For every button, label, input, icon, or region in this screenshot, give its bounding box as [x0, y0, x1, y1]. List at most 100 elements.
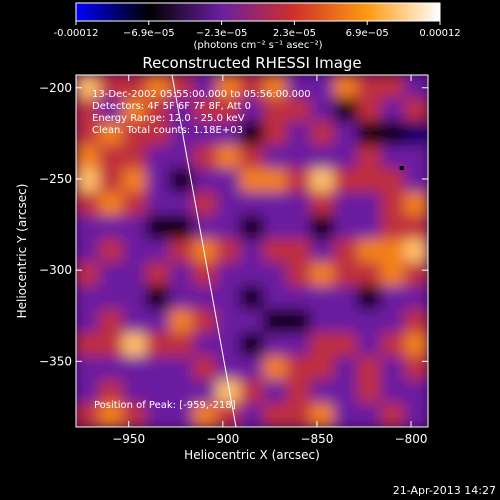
image-cell: [76, 121, 100, 146]
image-cell: [310, 97, 335, 123]
annotation-peak: Position of Peak: [-959,-218]: [94, 400, 236, 411]
image-cell: [216, 215, 241, 240]
image-cell: [357, 238, 382, 264]
image-cell: [310, 144, 335, 170]
image-cell: [76, 215, 100, 240]
image-cell: [122, 215, 147, 240]
image-cell: [333, 121, 359, 146]
image-cell: [380, 144, 406, 170]
image-cell: [286, 215, 312, 240]
image-cell: [145, 75, 171, 99]
image-cell: [286, 121, 312, 146]
image-cell: [98, 379, 124, 405]
image-cell: [404, 309, 428, 334]
image-cell: [192, 309, 218, 334]
image-cell: [216, 238, 241, 264]
image-cell: [333, 215, 359, 240]
image-cell: [333, 403, 359, 427]
image-cell: [216, 121, 241, 146]
image-cell: [310, 191, 335, 217]
image-cell: [286, 144, 312, 170]
image-cell: [216, 356, 241, 381]
image-cell: [357, 332, 382, 358]
image-cell: [145, 97, 171, 123]
image-cell: [76, 238, 100, 264]
image-cell: [333, 191, 359, 217]
image-cell: [263, 309, 288, 334]
image-cell: [357, 379, 382, 405]
colorbar-tick-label: 0.00012: [419, 28, 460, 39]
image-cell: [333, 238, 359, 264]
image-cell: [239, 215, 265, 240]
image-cell: [263, 75, 288, 99]
image-cell: [239, 144, 265, 170]
image-cell: [76, 403, 100, 427]
image-cell: [239, 121, 265, 146]
image-cell: [380, 238, 406, 264]
limb-line: [171, 75, 237, 427]
image-cell: [122, 97, 147, 123]
colorbar-units-label: (photons cm⁻² s⁻¹ asec⁻²): [193, 40, 322, 51]
image-cell: [122, 285, 147, 311]
image-cell: [239, 379, 265, 405]
image-cell: [145, 379, 171, 405]
image-cell: [380, 262, 406, 287]
image-cell: [192, 97, 218, 123]
image-cell: [286, 285, 312, 311]
image-cell: [76, 144, 100, 170]
image-cell: [263, 238, 288, 264]
image-cell: [122, 379, 147, 405]
image-cell: [192, 332, 218, 358]
image-cell: [380, 379, 406, 405]
image-cell: [169, 262, 194, 287]
image-cell: [263, 191, 288, 217]
image-cell: [404, 144, 428, 170]
image-cell: [216, 144, 241, 170]
image-cell: [380, 191, 406, 217]
image-cell: [333, 356, 359, 381]
image-cell: [404, 332, 428, 358]
image-cell: [122, 356, 147, 381]
image-cell: [404, 97, 428, 123]
image-cell: [169, 168, 194, 193]
colorbar-tick-label: −6.9e−05: [123, 28, 175, 39]
image-cell: [263, 262, 288, 287]
image-cell: [145, 215, 171, 240]
image-cell: [122, 332, 147, 358]
image-cell: [310, 121, 335, 146]
image-cell: [239, 191, 265, 217]
image-cell: [310, 285, 335, 311]
image-cell: [404, 168, 428, 193]
image-cell: [310, 262, 335, 287]
image-cell: [404, 191, 428, 217]
image-cell: [380, 75, 406, 99]
image-cell: [380, 332, 406, 358]
image-cell: [192, 356, 218, 381]
image-cell: [98, 168, 124, 193]
image-cell: [98, 262, 124, 287]
image-cell: [98, 75, 124, 99]
image-cell: [98, 285, 124, 311]
image-cell: [192, 191, 218, 217]
image-cell: [357, 309, 382, 334]
image-cell: [263, 356, 288, 381]
image-cell: [263, 144, 288, 170]
image-cell: [333, 97, 359, 123]
image-cell: [263, 379, 288, 405]
image-cell: [192, 262, 218, 287]
image-cell: [380, 97, 406, 123]
image-cell: [98, 356, 124, 381]
image-cell: [169, 144, 194, 170]
image-cell: [192, 121, 218, 146]
colorbar-tick-label: −2.3e−05: [196, 28, 248, 39]
image-cell: [357, 215, 382, 240]
image-cell: [216, 262, 241, 287]
image-cell: [333, 309, 359, 334]
image-cell: [286, 309, 312, 334]
image-cell: [286, 262, 312, 287]
image-cell: [239, 168, 265, 193]
image-cell: [310, 356, 335, 381]
image-cell: [357, 144, 382, 170]
image-cell: [122, 309, 147, 334]
